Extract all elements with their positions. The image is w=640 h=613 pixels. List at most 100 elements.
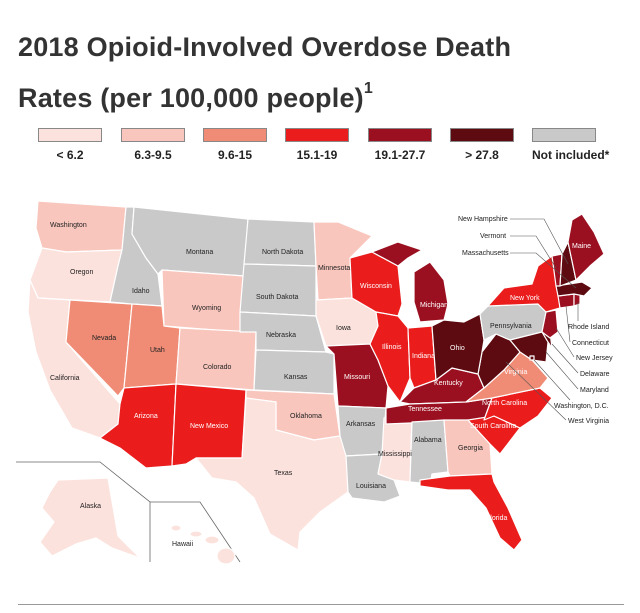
label-oklahoma: Oklahoma [290, 413, 322, 420]
label-new-mexico: New Mexico [190, 423, 228, 430]
label-california: California [50, 375, 80, 382]
label-georgia: Georgia [458, 445, 483, 452]
callout-massachusetts: Massachusetts [462, 250, 509, 257]
legend-label: Not included* [532, 148, 610, 162]
hawaii-island-big-island [216, 547, 236, 565]
leader-new-jersey [555, 327, 575, 358]
callout-rhode-island: Rhode Island [568, 324, 609, 331]
legend-swatch [203, 128, 267, 142]
legend-label: 19.1-27.7 [374, 148, 426, 162]
hawaii-island-maui [204, 535, 220, 545]
state-north-dakota[interactable] [243, 218, 317, 267]
state-maine[interactable] [567, 213, 605, 281]
state-new-jersey[interactable] [541, 309, 559, 339]
bottom-divider [18, 604, 624, 605]
leader-west-virginia [505, 361, 567, 421]
label-nebraska: Nebraska [266, 332, 296, 339]
label-alabama: Alabama [414, 437, 442, 444]
label-south-carolina: South Carolina [470, 423, 516, 430]
map-title: 2018 Opioid-Involved Overdose Death Rate… [18, 24, 628, 121]
state-ohio[interactable] [431, 313, 485, 381]
legend-swatch [285, 128, 349, 142]
legend-swatch [450, 128, 514, 142]
label-arkansas: Arkansas [346, 421, 376, 428]
callout-maryland: Maryland [580, 387, 609, 394]
hawaii-island-oahu [189, 530, 203, 538]
legend-label: 15.1-19 [296, 148, 338, 162]
label-wisconsin: Wisconsin [360, 283, 392, 290]
state-rhode-island[interactable] [573, 293, 581, 307]
label-maine: Maine [572, 243, 591, 250]
leader-massachusetts [510, 252, 577, 289]
label-montana: Montana [186, 249, 213, 256]
legend-swatch [38, 128, 102, 142]
state-michigan[interactable] [371, 241, 449, 323]
callout-delaware: Delaware [580, 371, 610, 378]
legend-item-lt-6-2: < 6.2 [38, 128, 102, 162]
label-florida: Florida [486, 515, 508, 522]
legend-label: 9.6-15 [217, 148, 253, 162]
state-washington-dc[interactable] [529, 355, 535, 361]
label-michigan: Michigan [420, 302, 448, 309]
state-massachusetts[interactable] [555, 281, 593, 297]
state-colorado[interactable] [175, 327, 257, 391]
leader-new-hampshire [510, 218, 569, 265]
label-oregon: Oregon [70, 269, 93, 276]
leader-maryland [545, 351, 579, 390]
state-wyoming[interactable] [161, 269, 245, 333]
label-illinois: Illinois [382, 344, 402, 351]
label-missouri: Missouri [344, 374, 371, 381]
label-new-york: New York [510, 295, 540, 302]
legend-item-6-3-9-5: 6.3-9.5 [121, 128, 185, 162]
label-indiana: Indiana [412, 353, 435, 360]
label-utah: Utah [150, 347, 165, 354]
legend-swatch [532, 128, 596, 142]
label-kansas: Kansas [284, 374, 308, 381]
legend: < 6.2 6.3-9.5 9.6-15 15.1-19 19.1-27.7 >… [38, 128, 638, 168]
label-arizona: Arizona [134, 413, 158, 420]
label-pennsylvania: Pennsylvania [490, 323, 532, 330]
state-kansas[interactable] [253, 349, 335, 395]
state-hawaii[interactable] [170, 524, 236, 565]
label-colorado: Colorado [203, 364, 232, 371]
legend-item-19-1-27-7: 19.1-27.7 [368, 128, 432, 162]
leader-vermont [510, 235, 557, 269]
label-south-dakota: South Dakota [256, 294, 299, 301]
leader-connecticut [565, 305, 571, 343]
label-hawaii: Hawaii [172, 541, 193, 548]
callout-washington-dc: Washington, D.C. [554, 403, 609, 410]
legend-item-not-included: Not included* [532, 128, 610, 162]
state-florida[interactable] [419, 473, 523, 551]
label-iowa: Iowa [336, 325, 351, 332]
state-texas[interactable] [195, 397, 349, 551]
title-line-2: Rates (per 100,000 people)1 [18, 70, 628, 121]
state-south-dakota[interactable] [239, 263, 317, 317]
title-line-2-text: Rates (per 100,000 people) [18, 83, 364, 113]
leader-delaware [551, 343, 579, 374]
title-line-1: 2018 Opioid-Involved Overdose Death [18, 32, 512, 62]
label-tennessee: Tennessee [408, 406, 442, 413]
label-louisiana: Louisiana [356, 483, 386, 490]
state-mississippi[interactable] [377, 415, 413, 483]
label-wyoming: Wyoming [192, 305, 221, 312]
legend-label: > 27.8 [465, 148, 499, 162]
state-arkansas[interactable] [337, 405, 387, 457]
callout-new-jersey: New Jersey [576, 355, 613, 362]
label-texas: Texas [274, 470, 293, 477]
legend-label: 6.3-9.5 [134, 148, 172, 162]
legend-item-9-6-15: 9.6-15 [203, 128, 267, 162]
label-idaho: Idaho [132, 288, 150, 295]
label-mississippi: Mississippi [378, 451, 412, 458]
label-minnesota: Minnesota [318, 265, 350, 272]
label-north-carolina: North Carolina [482, 400, 527, 407]
hawaii-inset-border [150, 501, 241, 563]
callout-new-hampshire: New Hampshire [458, 216, 508, 223]
alaska-inset-border [16, 461, 151, 562]
title-footnote-marker: 1 [363, 80, 373, 97]
legend-swatch [121, 128, 185, 142]
state-alabama[interactable] [409, 419, 449, 485]
state-illinois[interactable] [369, 311, 411, 403]
legend-swatch [368, 128, 432, 142]
callout-west-virginia: West Virginia [568, 418, 609, 425]
state-alaska[interactable] [39, 477, 141, 559]
